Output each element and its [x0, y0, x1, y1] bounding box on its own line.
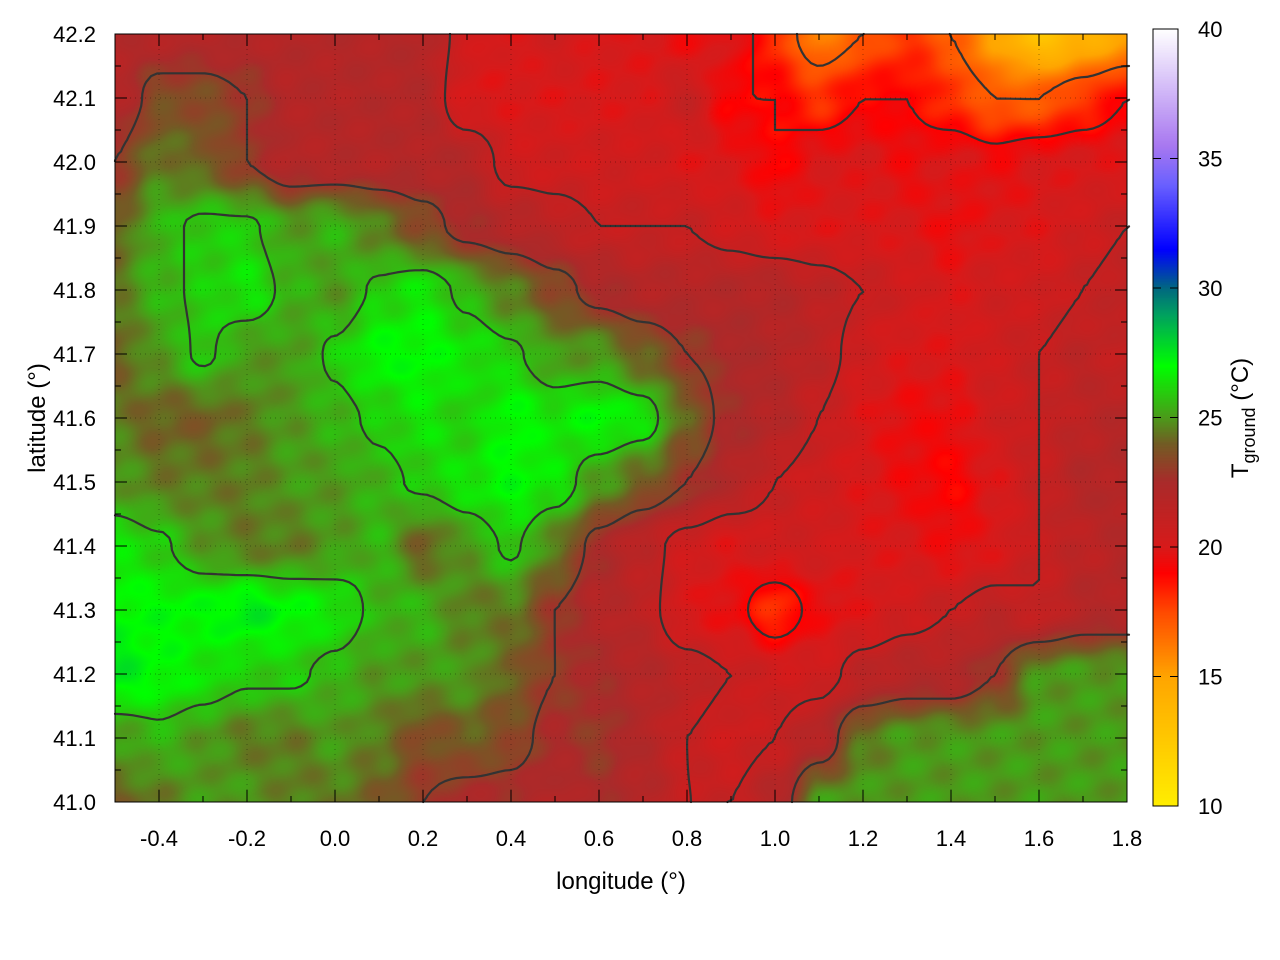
colorbar-frame: [1152, 28, 1179, 807]
x-tick-label: 1.6: [1024, 826, 1055, 851]
contour-level-3: [113, 72, 1131, 804]
y-tick-label: 41.8: [53, 278, 96, 303]
y-tick-label: 41.9: [53, 214, 96, 239]
x-tick-label: 0.6: [584, 826, 615, 851]
x-tick-labels: -0.4 -0.2 0.0 0.2 0.4 0.6 0.8 1.0 1.2 1.4 1.6 1.8: [140, 826, 1142, 851]
colorbar-tick-label: 25: [1198, 406, 1222, 431]
grid-lines: [115, 33, 1128, 803]
x-axis-label: longitude (°): [556, 868, 686, 895]
colorbar-label-subscript: ground: [1239, 407, 1259, 463]
y-tick-label: 41.2: [53, 662, 96, 687]
colorbar-label-unit: (°C): [1227, 358, 1254, 408]
colorbar-tick-label: 20: [1198, 535, 1222, 560]
axis-ticks: [114, 28, 1178, 807]
colorbar-tick-label: 15: [1198, 665, 1222, 690]
x-tick-label: 0.4: [496, 826, 527, 851]
plot-frame: [114, 33, 1128, 803]
colorbar-tick-label: 40: [1198, 17, 1222, 42]
colorbar-label-main: T: [1227, 463, 1254, 478]
x-tick-label: 1.8: [1112, 826, 1143, 851]
colorbar-tick-label: 30: [1198, 276, 1222, 301]
colorbar-label: Tground (°C): [1227, 358, 1259, 478]
x-tick-label: 0.0: [320, 826, 351, 851]
contour-level-4: [113, 212, 660, 721]
colorbar-tick-label: 10: [1198, 794, 1222, 819]
y-axis-label: latitude (°): [24, 363, 51, 473]
y-tick-label: 41.4: [53, 534, 96, 559]
x-tick-label: 0.2: [408, 826, 439, 851]
x-tick-label: 1.2: [848, 826, 879, 851]
contour-lines: [113, 32, 1131, 804]
y-tick-label: 41.5: [53, 470, 96, 495]
contour-level-2: [443, 32, 1131, 804]
colorbar-tick-label: 35: [1198, 147, 1222, 172]
y-tick-label: 41.6: [53, 406, 96, 431]
x-tick-label: -0.4: [140, 826, 178, 851]
y-tick-label: 42.0: [53, 150, 96, 175]
y-tick-label: 41.1: [53, 726, 96, 751]
y-tick-label: 41.0: [53, 790, 96, 815]
colorbar-tick-labels: 10 15 20 25 30 35 40: [1198, 17, 1222, 819]
x-tick-label: 1.0: [760, 826, 791, 851]
y-tick-label: 41.3: [53, 598, 96, 623]
x-tick-label: 0.8: [672, 826, 703, 851]
x-tick-label: -0.2: [228, 826, 266, 851]
contour-level-0: [795, 32, 1131, 101]
heatmap-raster: [115, 34, 1127, 802]
y-tick-label: 42.1: [53, 86, 96, 111]
contour-level-1: [746, 32, 1131, 639]
y-tick-labels: 41.0 41.1 41.2 41.3 41.4 41.5 41.6 41.7 41.8 41.9…: [53, 22, 96, 815]
y-tick-label: 42.2: [53, 22, 96, 47]
y-tick-label: 41.7: [53, 342, 96, 367]
x-tick-label: 1.4: [936, 826, 967, 851]
